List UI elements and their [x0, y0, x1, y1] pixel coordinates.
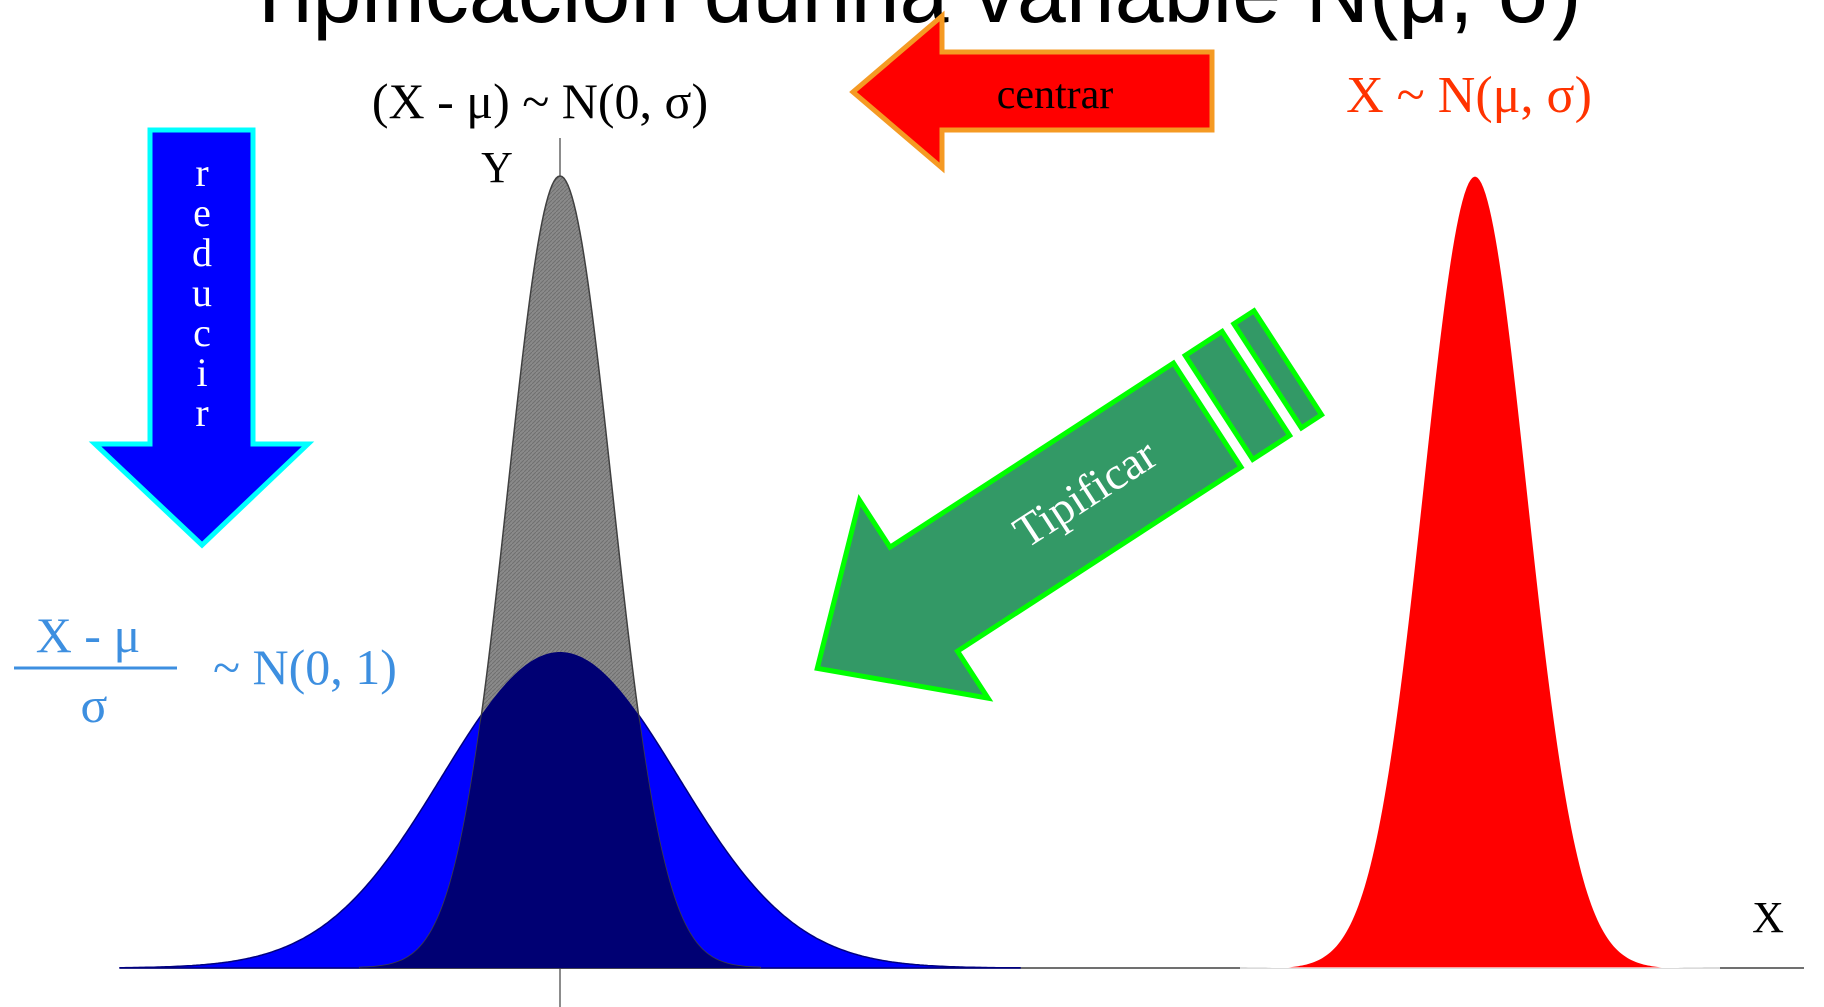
reducir-arrow: r e d u c i r	[95, 130, 308, 545]
original-normal-curve	[1240, 176, 1720, 968]
reducir-letter: u	[192, 270, 212, 315]
reducir-letter: e	[193, 190, 211, 235]
reducir-letter: c	[193, 310, 211, 355]
formula-denominator: σ	[81, 677, 108, 733]
standard-distribution-label: ~ N(0, 1)	[213, 639, 397, 695]
reducir-letter: r	[195, 150, 208, 195]
centered-distribution-label: (X - μ) ~ N(0, σ)	[372, 73, 708, 129]
reducir-letter: d	[192, 230, 212, 275]
centrar-arrow-label: centrar	[997, 72, 1114, 118]
tipificar-arrow: Tipificar	[753, 264, 1352, 767]
reducir-letter: i	[196, 350, 207, 395]
tipificar-arrow-body	[753, 316, 1272, 767]
page-title: Tipificación dunha variable N(μ, σ)	[242, 0, 1581, 41]
standardized-formula: X - μ σ ~ N(0, 1)	[14, 607, 397, 733]
y-axis-label: Y	[481, 143, 513, 192]
formula-numerator: X - μ	[36, 607, 141, 663]
x-axis-label: X	[1752, 893, 1784, 942]
reducir-letter: r	[195, 390, 208, 435]
original-distribution-label: X ~ N(μ, σ)	[1346, 67, 1592, 124]
